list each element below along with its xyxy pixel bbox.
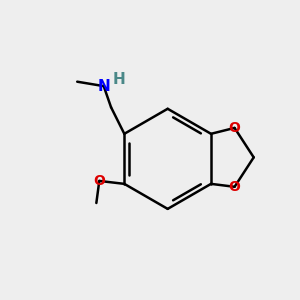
Text: O: O [229, 180, 241, 194]
Text: N: N [97, 79, 110, 94]
Text: O: O [93, 174, 105, 188]
Text: H: H [112, 72, 125, 87]
Text: O: O [229, 121, 241, 135]
